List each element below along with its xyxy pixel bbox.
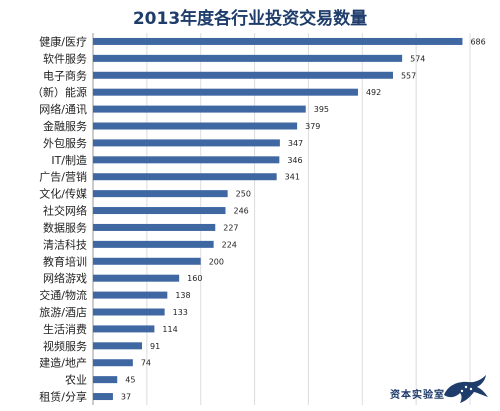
value-label: 74 <box>141 359 151 368</box>
value-label: 138 <box>175 291 190 300</box>
bar <box>93 71 393 79</box>
value-label: 200 <box>209 257 224 266</box>
category-label: 网络/通讯 <box>39 102 87 116</box>
category-label: 生活消费 <box>43 322 87 336</box>
value-label: 160 <box>187 274 202 283</box>
bar <box>93 257 201 265</box>
value-label: 133 <box>173 308 188 317</box>
category-label: 数据服务 <box>43 220 87 234</box>
value-label: 395 <box>314 105 329 114</box>
category-label: 广告/营销 <box>39 170 87 184</box>
category-label: 电子商务 <box>43 68 87 82</box>
leopard-logo-icon <box>444 375 488 403</box>
value-label: 492 <box>366 88 381 97</box>
bar <box>93 88 358 96</box>
bar <box>93 54 403 62</box>
value-label: 91 <box>150 342 160 351</box>
category-label: 社交网络 <box>43 204 87 218</box>
bar <box>93 122 298 130</box>
category-label: 视频服务 <box>43 339 87 353</box>
watermark: 资本实验室 <box>382 373 494 405</box>
bar <box>93 308 165 316</box>
bar <box>93 393 113 401</box>
bar <box>93 190 228 198</box>
value-label: 114 <box>162 325 177 334</box>
category-label: 建造/地产 <box>39 356 87 370</box>
category-label: 教育培训 <box>43 254 87 268</box>
value-label: 574 <box>410 54 425 63</box>
category-label: 租赁/分享 <box>39 390 87 404</box>
value-label: 379 <box>305 122 320 131</box>
value-label: 45 <box>125 376 135 385</box>
category-label: 文化/传媒 <box>39 187 87 201</box>
value-label: 557 <box>401 71 416 80</box>
value-label: 227 <box>223 223 238 232</box>
bar <box>93 105 306 113</box>
category-label: 健康/医疗 <box>39 34 87 48</box>
bar <box>93 207 226 215</box>
watermark-text: 资本实验室 <box>390 390 445 401</box>
category-label: 清洁科技 <box>43 237 87 251</box>
value-label: 37 <box>121 393 131 402</box>
chart-title: 2013年度各行业投资交易数量 <box>132 9 368 29</box>
category-label: IT/制造 <box>51 153 87 167</box>
bar <box>93 223 216 231</box>
bar <box>93 342 143 350</box>
category-label: 金融服务 <box>43 119 87 133</box>
bar <box>93 376 118 384</box>
value-label: 347 <box>288 139 303 148</box>
category-label: 旅游/酒店 <box>39 305 87 319</box>
value-label: 246 <box>233 207 248 216</box>
bars <box>93 37 463 401</box>
bar <box>93 156 280 164</box>
bar <box>93 291 168 299</box>
category-label: 软件服务 <box>43 51 87 65</box>
category-label: 交通/物流 <box>39 288 87 302</box>
category-label: 网络游戏 <box>43 271 87 285</box>
bar <box>93 325 155 333</box>
value-label: 341 <box>285 173 300 182</box>
bar <box>93 359 133 367</box>
bar <box>93 240 214 248</box>
value-label: 224 <box>222 240 237 249</box>
category-label: （新）能源 <box>32 85 87 99</box>
value-label: 250 <box>236 190 251 199</box>
bar <box>93 139 280 147</box>
bar <box>93 274 180 282</box>
bar <box>93 173 277 181</box>
bar <box>93 37 463 45</box>
value-label: 346 <box>287 156 302 165</box>
value-label: 686 <box>470 37 485 46</box>
category-label: 农业 <box>65 373 87 387</box>
category-label: 外包服务 <box>43 137 87 150</box>
